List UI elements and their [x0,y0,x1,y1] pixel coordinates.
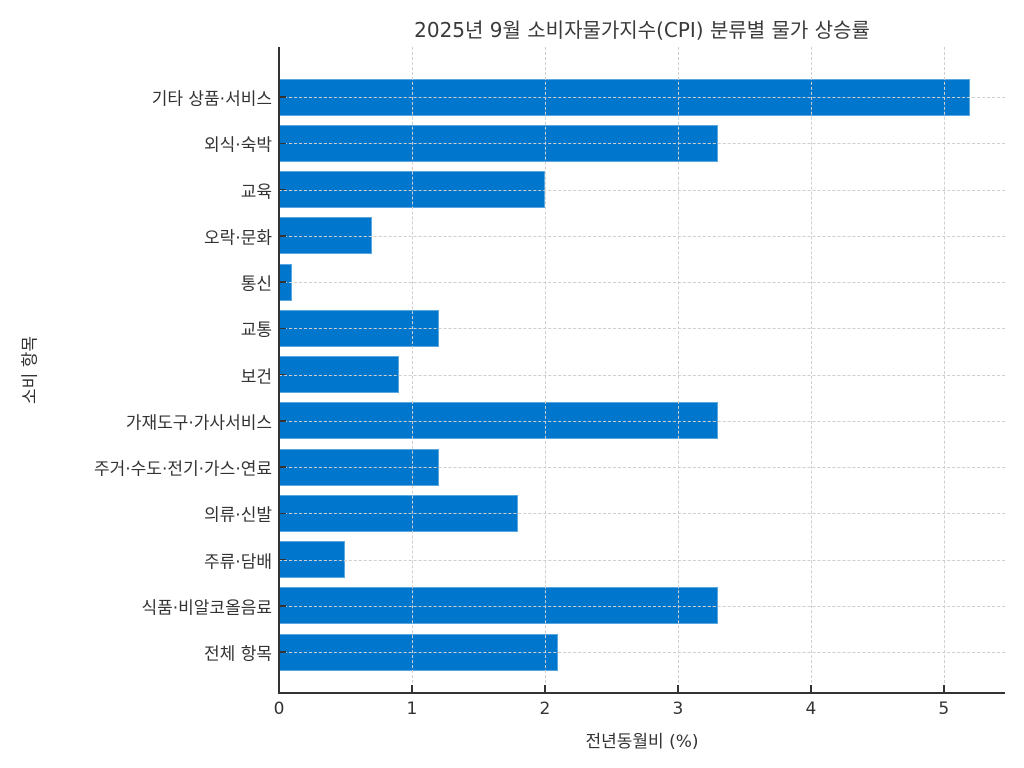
x-axis-label: 전년동월비 (%) [585,732,699,752]
y-tick-mark [280,512,286,514]
y-tick-label: 가재도구·가사서비스 [125,413,272,434]
horizontal-gridline [279,282,1005,283]
x-tick-mark [677,685,679,692]
y-axis-label: 소비 항목 [20,336,41,404]
y-tick-label: 오락·문화 [204,228,272,249]
bar [279,356,399,393]
y-tick-label: 보건 [240,367,272,387]
y-axis-spine [278,47,280,694]
y-tick-label: 교통 [240,320,272,341]
y-tick-mark [280,281,286,283]
y-tick-mark [280,327,286,329]
x-tick-label: 4 [805,699,817,719]
bar [279,494,519,532]
bar [279,448,439,486]
y-tick-label: 식품·비알코올음료 [141,598,272,619]
bar [279,309,439,347]
vertical-gridline [810,47,812,693]
y-tick-mark [280,142,286,144]
bar [279,587,718,625]
x-tick-label: 0 [273,699,285,719]
vertical-gridline [943,47,945,693]
chart-title: 2025년 9월 소비자물가지수(CPI) 분류별 물가 상승률 [414,18,870,42]
bar [279,402,718,440]
x-tick-mark [943,685,945,692]
y-tick-mark [280,466,286,468]
horizontal-gridline [279,235,1005,237]
y-tick-label: 의류·신발 [204,505,272,526]
plot-area [279,47,1005,693]
y-tick-label: 기타 상품·서비스 [151,89,272,110]
y-tick-mark [280,558,286,561]
x-tick-label: 1 [406,699,418,719]
y-tick-mark [280,605,286,607]
y-tick-label: 주거·수도·전기·가스·연료 [93,459,272,480]
y-tick-label: 통신 [240,274,272,295]
bar [279,217,373,255]
horizontal-gridline [279,559,1005,561]
y-tick-label: 주류·담배 [204,552,272,572]
x-tick-label: 3 [672,699,684,719]
bar [279,541,346,578]
bar [279,633,559,671]
y-tick-mark [280,373,286,376]
y-tick-label: 전체 항목 [204,644,272,665]
x-tick-label: 5 [938,699,950,719]
x-tick-mark [810,685,812,692]
y-tick-mark [280,651,286,653]
bar [279,171,545,208]
bar [279,124,718,162]
x-tick-mark [544,685,546,692]
x-tick-label: 2 [539,699,551,719]
x-axis-spine [278,692,1005,694]
x-tick-mark [411,685,413,692]
x-tick-mark [278,685,280,692]
y-tick-mark [280,420,286,422]
bar [279,78,971,116]
y-tick-mark [280,96,286,98]
y-tick-label: 교육 [240,182,272,202]
y-tick-label: 외식·숙박 [204,135,272,156]
y-tick-mark [280,188,286,191]
y-tick-mark [280,235,286,237]
